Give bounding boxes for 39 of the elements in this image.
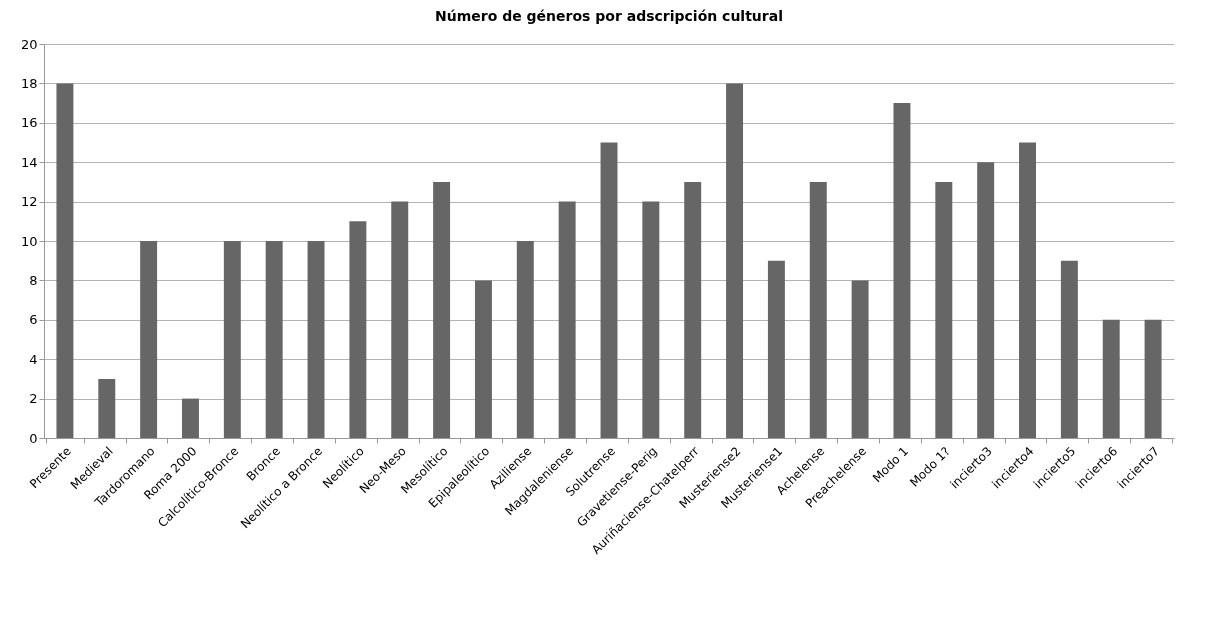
y-tick-label: 18 bbox=[20, 75, 38, 91]
y-tick-label: 16 bbox=[20, 115, 38, 131]
bar bbox=[642, 201, 660, 438]
bar bbox=[349, 221, 367, 438]
y-tick-label: 2 bbox=[29, 391, 38, 407]
y-tick-label: 20 bbox=[20, 36, 38, 52]
bar bbox=[851, 280, 869, 438]
bar bbox=[600, 142, 618, 438]
bar bbox=[223, 241, 241, 438]
bar bbox=[140, 241, 158, 438]
chart-title: Número de géneros por adscripción cultural bbox=[435, 8, 783, 24]
bar bbox=[307, 241, 325, 438]
y-tick-label: 6 bbox=[29, 312, 38, 328]
bar bbox=[1019, 142, 1036, 438]
bar bbox=[684, 181, 702, 438]
bar bbox=[767, 260, 785, 438]
bar bbox=[935, 181, 953, 438]
bar bbox=[391, 201, 409, 438]
bar bbox=[893, 103, 911, 438]
bar bbox=[726, 83, 744, 438]
y-tick-label: 12 bbox=[20, 194, 38, 210]
bar bbox=[558, 201, 576, 438]
bar bbox=[433, 181, 451, 438]
bar bbox=[182, 398, 199, 438]
bar bbox=[1144, 319, 1162, 438]
y-tick-label: 0 bbox=[29, 430, 38, 446]
bar bbox=[265, 241, 283, 438]
bar bbox=[474, 280, 492, 438]
bar bbox=[516, 241, 534, 438]
y-tick-label: 14 bbox=[20, 154, 38, 170]
bar bbox=[98, 378, 116, 438]
bar bbox=[1102, 319, 1120, 438]
bar bbox=[56, 83, 74, 438]
y-tick-label: 10 bbox=[20, 233, 38, 249]
bar bbox=[977, 162, 995, 438]
y-tick-label: 8 bbox=[29, 272, 38, 288]
bar bbox=[809, 181, 827, 438]
y-tick-label: 4 bbox=[29, 351, 38, 367]
bar bbox=[1060, 260, 1078, 438]
